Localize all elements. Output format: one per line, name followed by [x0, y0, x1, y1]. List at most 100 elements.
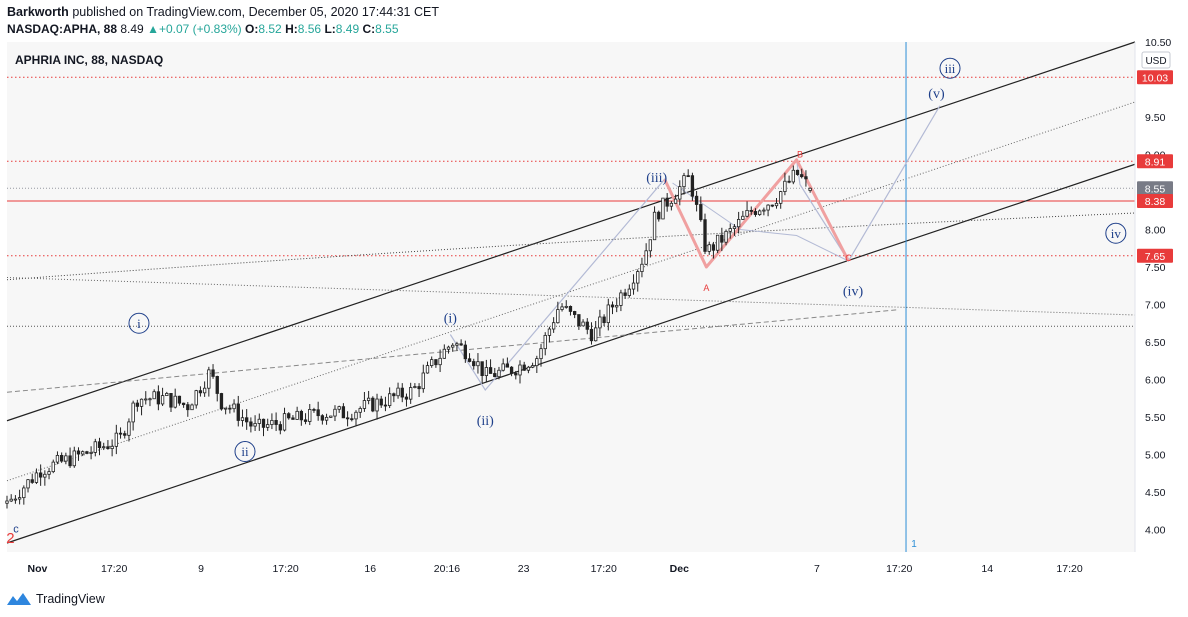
- candle-body: [564, 305, 568, 308]
- price-tick-label: 6.00: [1145, 375, 1166, 387]
- open-label: O:: [245, 22, 259, 36]
- candle-body: [160, 395, 165, 405]
- candle-body: [409, 387, 413, 400]
- candle-body: [636, 271, 640, 284]
- candle-body: [245, 417, 249, 423]
- currency-badge[interactable]: [1141, 51, 1171, 69]
- candle-body: [396, 387, 400, 397]
- price-tick-label: 9.50: [1145, 112, 1166, 124]
- candle-body: [455, 343, 459, 346]
- candle-body: [787, 180, 791, 183]
- candle-body: [114, 432, 118, 447]
- candle-body: [198, 390, 203, 394]
- time-axis[interactable]: Nov 17:20 9 17:20 16 20:16 23 17:20 Dec 7 17:20 14 1…: [28, 563, 1083, 575]
- candle-body: [219, 393, 224, 410]
- candle-body: [551, 322, 556, 330]
- candle-body: [371, 397, 375, 412]
- candle-body: [657, 211, 661, 220]
- open-value: 8.52: [258, 22, 282, 36]
- candle-body: [295, 410, 299, 420]
- tradingview-brand[interactable]: TradingView: [36, 592, 105, 606]
- candle-body: [320, 415, 325, 421]
- wave-circle-iv: [1105, 222, 1127, 244]
- wave-label-paren: (i): [444, 311, 458, 326]
- price-axis[interactable]: 10.5010.009.509.008.508.007.507.006.506.…: [1145, 37, 1171, 537]
- channel-line-0: [6, 41, 1136, 422]
- candle-body: [43, 473, 47, 478]
- candle-body: [400, 387, 404, 398]
- close-value: 8.55: [375, 22, 399, 36]
- vertical-line-label: 1: [911, 539, 917, 550]
- candle-body: [194, 390, 198, 406]
- plot-area[interactable]: [7, 42, 1135, 552]
- candle-body: [451, 344, 455, 348]
- price-label-box: [1137, 194, 1173, 208]
- candle-body: [766, 204, 770, 211]
- candle-body: [324, 416, 329, 421]
- candle-body: [652, 211, 657, 241]
- candle-body: [135, 402, 140, 407]
- candle-body: [303, 419, 308, 422]
- candle-body: [711, 244, 716, 251]
- candle-body: [110, 445, 114, 449]
- candle-body: [383, 404, 388, 407]
- candle-body: [350, 418, 354, 421]
- channel-line-2: [6, 101, 1136, 482]
- candle-body: [699, 204, 703, 221]
- candle-body: [665, 197, 669, 207]
- thin-wave-path: [672, 182, 849, 262]
- candle-body: [585, 321, 589, 330]
- change-arrow-icon: ▲: [147, 22, 159, 36]
- candle-body: [55, 455, 60, 463]
- candle-body: [177, 395, 182, 404]
- close-label: C:: [362, 22, 376, 36]
- candle-body: [266, 424, 270, 428]
- price-labels: 10.03 8.91 8.558.38 7.65: [1137, 70, 1173, 263]
- candle-body: [467, 358, 472, 362]
- author-name[interactable]: Barkworth: [7, 5, 69, 19]
- candle-body: [13, 498, 18, 501]
- candle-body: [181, 402, 186, 406]
- candle-body: [123, 433, 127, 436]
- candle-body: [749, 210, 753, 212]
- candle-body: [9, 498, 13, 502]
- candle-body: [484, 367, 489, 376]
- candle-body: [51, 461, 55, 473]
- candle-body: [97, 441, 102, 449]
- candle-body: [228, 407, 232, 410]
- time-tick-label: 23: [518, 563, 530, 575]
- candle-body: [602, 316, 606, 324]
- time-tick-label: 20:16: [434, 563, 460, 575]
- time-tick-label: 7: [814, 563, 820, 575]
- candle-body: [30, 479, 34, 483]
- channel-line-4: [6, 212, 1136, 281]
- candle-body: [644, 250, 648, 265]
- candle-body: [291, 417, 295, 420]
- candle-body: [131, 402, 135, 423]
- candle-body: [5, 500, 9, 504]
- channel-lines: [6, 41, 1136, 552]
- candle-body: [678, 186, 682, 200]
- candle-body: [539, 348, 543, 360]
- candle-body: [253, 423, 257, 427]
- currency-label: USD: [1145, 56, 1166, 67]
- candle-body: [568, 305, 573, 312]
- candle-body: [60, 455, 64, 462]
- candle-body: [791, 169, 795, 183]
- symbol-name[interactable]: NASDAQ:APHA, 88: [7, 22, 118, 36]
- time-tick-label: 17:20: [272, 563, 298, 575]
- candle-body: [463, 344, 467, 360]
- candle-body: [446, 346, 451, 350]
- price-label-text: 7.65: [1145, 251, 1166, 263]
- candle-body: [249, 421, 253, 427]
- candle-body: [459, 343, 463, 346]
- wave-label-paren: (ii): [477, 414, 494, 429]
- correction-label-A: A: [703, 283, 709, 293]
- candle-body: [556, 309, 560, 324]
- candle-body: [72, 450, 76, 467]
- candle-body: [606, 304, 610, 324]
- candle-body: [333, 408, 337, 417]
- candle-body: [312, 409, 316, 411]
- candle-body: [425, 365, 430, 374]
